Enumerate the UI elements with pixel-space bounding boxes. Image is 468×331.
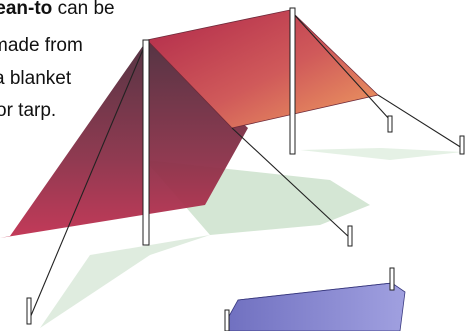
blue-tent-partial <box>224 267 406 331</box>
ground-stakes <box>26 115 465 325</box>
caption-line-3: a blanket <box>0 68 72 89</box>
caption-bold-term: lean-to <box>0 0 53 19</box>
tent-poles <box>142 7 296 246</box>
tarp-side-flap <box>0 40 248 238</box>
caption-line-2: made from <box>0 35 83 56</box>
caption-line-1-rest: can be <box>57 0 115 19</box>
guy-ropes <box>29 9 463 319</box>
caption-line-4: or tarp. <box>0 100 57 121</box>
caption-line-1: lean-to can be <box>0 0 115 24</box>
